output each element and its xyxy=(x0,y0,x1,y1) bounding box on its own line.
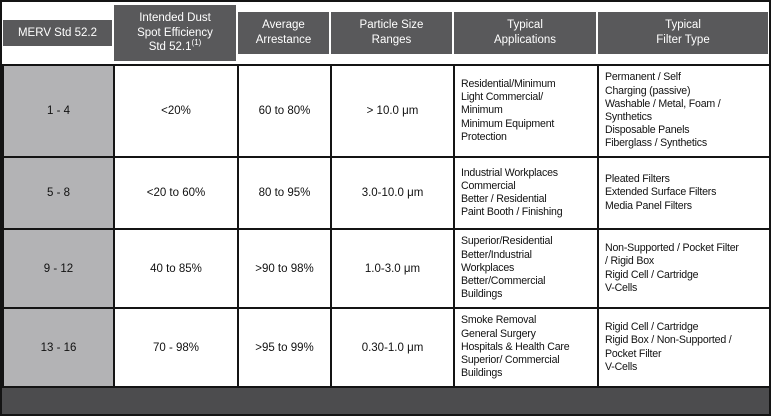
table-row: 1 - 4 <20% 60 to 80% > 10.0 μm Residenti… xyxy=(2,64,769,158)
cell-particle-size: 3.0-10.0 μm xyxy=(330,156,455,230)
cell-typical-filter-type: Permanent / Self Charging (passive) Wash… xyxy=(597,64,769,158)
cell-particle-size: > 10.0 μm xyxy=(330,64,455,158)
cell-dust-spot-efficiency: <20 to 60% xyxy=(113,156,239,230)
header-label: Average Arrestance xyxy=(255,19,312,46)
table-row: 13 - 16 70 - 98% >95 to 99% 0.30-1.0 μm … xyxy=(2,307,769,388)
cell-typical-applications: Smoke Removal General Surgery Hospitals … xyxy=(453,307,599,388)
header-merv-std: MERV Std 52.2 xyxy=(2,3,113,63)
header-typical-filter-type: Typical Filter Type xyxy=(597,3,769,63)
header-label: Typical Filter Type xyxy=(656,19,710,46)
cell-particle-size: 0.30-1.0 μm xyxy=(330,307,455,388)
cell-average-arrestance: >95 to 99% xyxy=(237,307,332,388)
header-particle-size: Particle Size Ranges xyxy=(330,3,453,63)
header-average-arrestance: Average Arrestance xyxy=(237,3,330,63)
cell-typical-applications: Residential/Minimum Light Commercial/ Mi… xyxy=(453,64,599,158)
header-typical-applications: Typical Applications xyxy=(453,3,597,63)
header-label: Typical Applications xyxy=(493,19,556,46)
cell-average-arrestance: 60 to 80% xyxy=(237,64,332,158)
header-label: MERV Std 52.2 xyxy=(17,26,98,39)
cell-average-arrestance: >90 to 98% xyxy=(237,228,332,309)
header-block: Typical Applications xyxy=(454,12,596,54)
cell-typical-applications: Superior/Residential Better/Industrial W… xyxy=(453,228,599,309)
header-footnote-marker: (1) xyxy=(191,38,202,48)
cell-merv-range: 9 - 12 xyxy=(2,228,115,309)
header-block: Particle Size Ranges xyxy=(331,12,452,54)
cell-typical-filter-type: Pleated Filters Extended Surface Filters… xyxy=(597,156,769,230)
cell-dust-spot-efficiency: 40 to 85% xyxy=(113,228,239,309)
header-label: Particle Size Ranges xyxy=(359,19,424,46)
table-body: 1 - 4 <20% 60 to 80% > 10.0 μm Residenti… xyxy=(2,64,769,388)
header-dust-spot-efficiency: Intended Dust Spot Efficiency Std 52.1(1… xyxy=(113,3,237,63)
cell-dust-spot-efficiency: 70 - 98% xyxy=(113,307,239,388)
table-row: 9 - 12 40 to 85% >90 to 98% 1.0-3.0 μm S… xyxy=(2,228,769,309)
cell-average-arrestance: 80 to 95% xyxy=(237,156,332,230)
cell-merv-range: 13 - 16 xyxy=(2,307,115,388)
header-block: MERV Std 52.2 xyxy=(3,19,112,47)
cell-merv-range: 1 - 4 xyxy=(2,64,115,158)
header-block: Intended Dust Spot Efficiency Std 52.1(1… xyxy=(114,4,236,62)
cell-typical-applications: Industrial Workplaces Commercial Better … xyxy=(453,156,599,230)
cell-typical-filter-type: Non-Supported / Pocket Filter / Rigid Bo… xyxy=(597,228,769,309)
table-header-row: MERV Std 52.2 Intended Dust Spot Efficie… xyxy=(2,2,769,64)
cell-merv-range: 5 - 8 xyxy=(2,156,115,230)
table-row: 5 - 8 <20 to 60% 80 to 95% 3.0-10.0 μm I… xyxy=(2,156,769,230)
header-block: Average Arrestance xyxy=(238,12,329,54)
header-label: Intended Dust Spot Efficiency Std 52.1 xyxy=(137,11,213,54)
cell-typical-filter-type: Rigid Cell / Cartridge Rigid Box / Non-S… xyxy=(597,307,769,388)
bottom-band xyxy=(2,388,769,414)
cell-dust-spot-efficiency: <20% xyxy=(113,64,239,158)
header-block: Typical Filter Type xyxy=(598,12,768,54)
cell-particle-size: 1.0-3.0 μm xyxy=(330,228,455,309)
